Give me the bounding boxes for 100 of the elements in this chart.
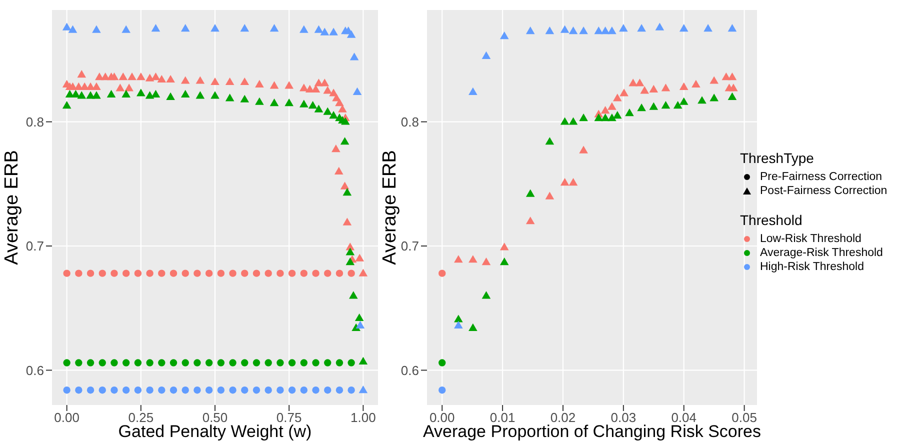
point [288,270,296,277]
point [86,359,94,366]
point [134,386,142,394]
point [110,270,118,277]
point [205,270,213,277]
point [240,24,250,32]
point [355,254,364,262]
point [255,80,264,88]
point [63,270,70,277]
point [92,25,101,33]
point [348,386,355,394]
point [252,270,260,277]
point [300,270,308,277]
point [158,359,166,366]
point [346,248,355,256]
point [323,86,332,94]
legend-label: Average-Risk Threshold [760,247,883,259]
point [146,359,154,366]
point [92,91,101,99]
point [180,24,190,32]
point [170,270,178,277]
point [348,270,355,277]
point [252,386,260,394]
point [241,270,248,277]
point [217,386,225,394]
point [454,314,463,322]
point [329,110,338,119]
point [354,313,364,322]
point [270,24,279,32]
point [166,92,175,100]
point [324,270,332,277]
point [349,291,358,299]
point [560,25,570,33]
point [454,320,463,329]
point [240,94,250,102]
point [166,74,175,83]
point [661,84,670,92]
point [158,270,166,277]
point [500,258,509,266]
point [194,270,201,277]
point [438,386,446,394]
point [340,182,350,190]
point [729,84,738,92]
point [312,386,320,394]
point [170,386,178,394]
y-tick-label: 0.7 [26,238,44,254]
point [649,102,658,110]
point [438,359,446,366]
point [342,218,352,226]
point [314,104,324,112]
point [579,113,588,122]
point [75,386,82,394]
point [300,386,308,394]
point [312,270,320,277]
point [352,87,362,95]
point [62,22,72,30]
point [620,88,628,96]
point [241,359,248,366]
point [146,386,154,394]
point [594,113,604,122]
point [468,255,478,263]
point [300,359,308,366]
point [722,72,731,80]
point [229,386,236,394]
point [255,97,264,105]
point [158,386,166,394]
point [625,108,634,116]
point [225,94,234,102]
point [110,72,119,80]
point [229,270,236,277]
point [710,76,718,84]
point [560,117,570,125]
point [210,91,220,99]
point [86,386,94,394]
text: Pre-Fairness Correction [760,171,882,183]
point [608,102,616,110]
point [728,92,737,100]
point [710,94,718,102]
annotation: ThreshType [740,150,815,166]
point [270,81,279,89]
point [205,386,213,394]
point [124,84,134,92]
point [288,386,296,394]
point [335,98,344,106]
point [600,26,610,34]
point [276,359,284,366]
y-tick-label: 0.8 [26,114,44,130]
point [324,386,332,394]
point [329,28,338,36]
point [98,270,106,277]
point [600,106,610,114]
point [182,359,189,366]
point [324,359,332,366]
point [728,24,737,32]
point [608,26,616,34]
point [358,268,368,276]
point [661,101,670,109]
point [600,113,610,122]
point [336,359,344,366]
point [482,258,491,266]
